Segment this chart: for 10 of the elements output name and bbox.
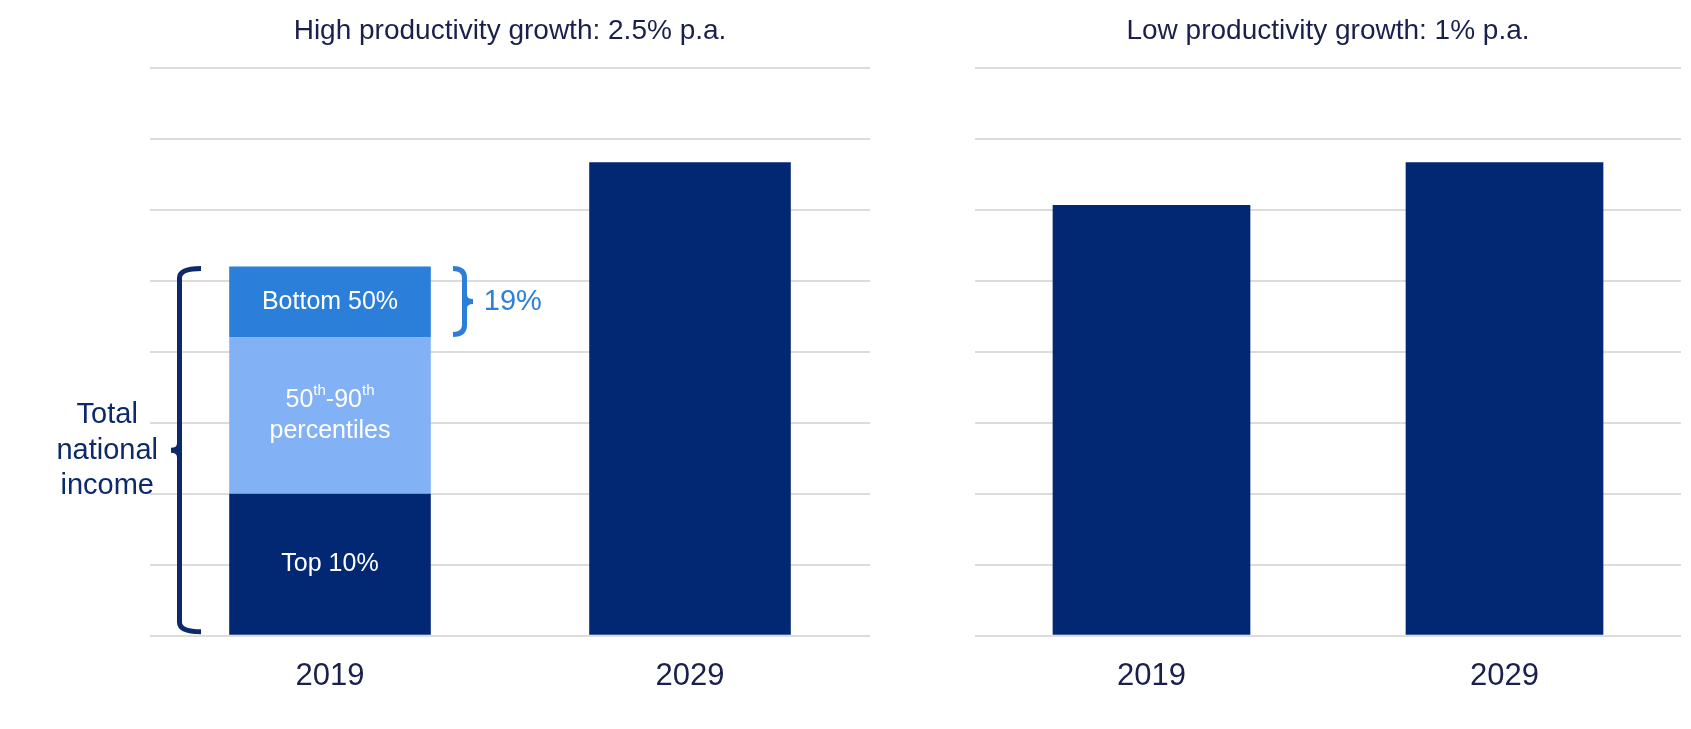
series-label: Top 10%	[281, 548, 379, 577]
x-tick-label: 2029	[1470, 656, 1539, 692]
annotation: Total national income	[56, 397, 158, 501]
x-tick-label: 2019	[295, 656, 365, 692]
x-tick-label: 2019	[1117, 656, 1186, 692]
annotation: 19%	[483, 283, 542, 316]
chart-title: High productivity growth: 2.5% p.a.	[293, 13, 727, 45]
chart-title: Low productivity growth: 1% p.a.	[1126, 13, 1530, 45]
series-label: Bottom 50%	[261, 285, 399, 314]
x-tick-label: 2029	[655, 656, 725, 692]
